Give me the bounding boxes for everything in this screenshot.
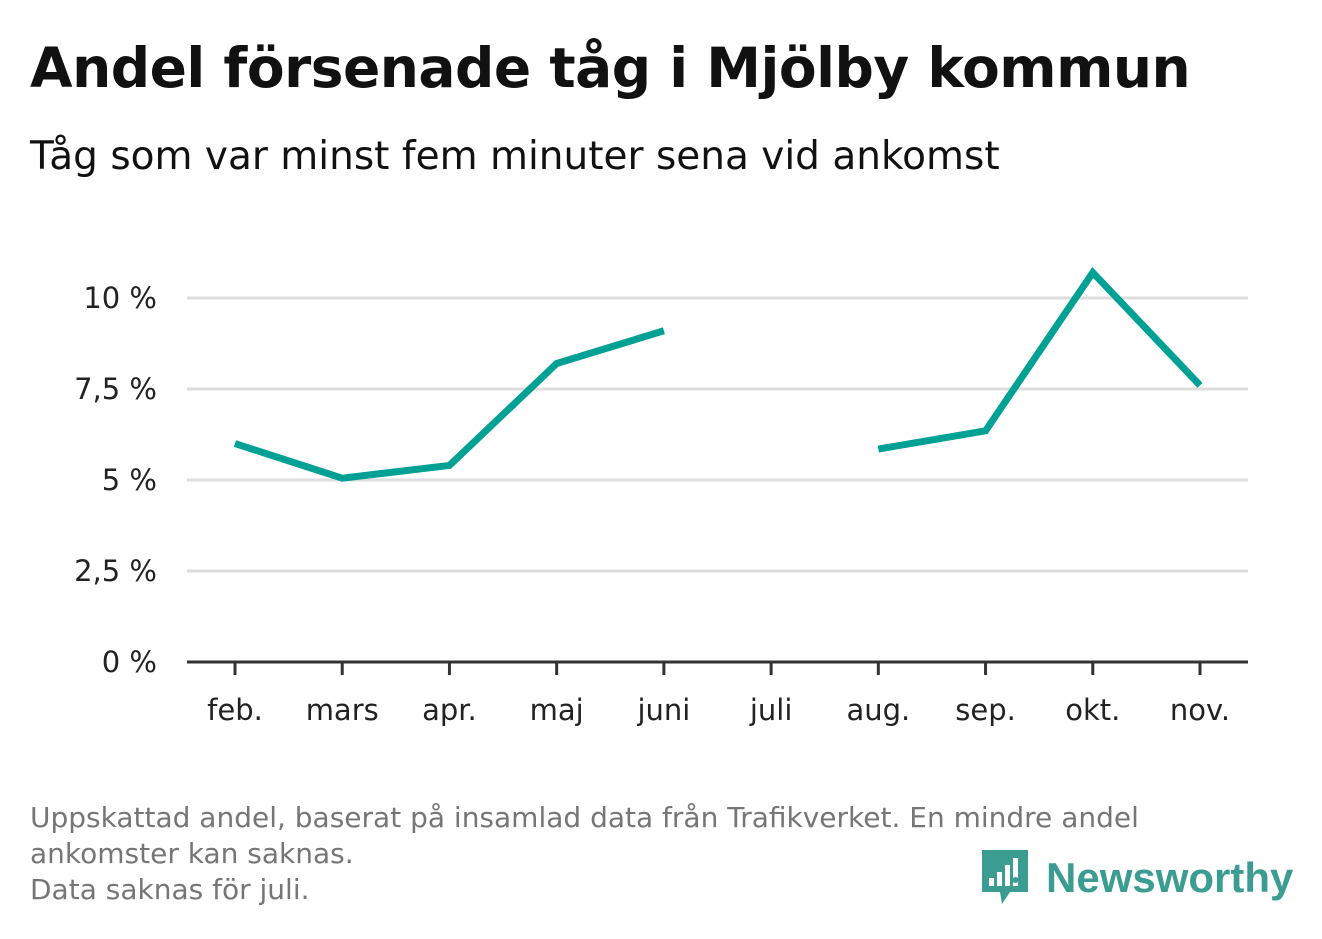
y-axis-ticks: 0 % 2,5 % 5 % 7,5 % 10 %: [74, 281, 157, 679]
footnote-line: Uppskattad andel, baserat på insamlad da…: [30, 801, 1139, 834]
line-chart: 0 % 2,5 % 5 % 7,5 % 10 % feb. mars apr. maj juni…: [74, 266, 1248, 727]
x-tick-label: nov.: [1170, 693, 1230, 727]
y-tick-label: 10 %: [83, 281, 157, 315]
footnote: Uppskattad andel, baserat på insamlad da…: [30, 800, 1290, 908]
x-axis-ticks: feb. mars apr. maj juni juli aug. sep. okt. nov.: [207, 662, 1230, 727]
x-tick-label: okt.: [1065, 693, 1120, 727]
grid-lines: [187, 296, 1248, 573]
series-line: [233, 327, 665, 482]
y-tick-label: 0 %: [102, 645, 157, 679]
x-tick-label: apr.: [422, 693, 477, 727]
series-lines: [233, 266, 1203, 482]
brand-name: Newsworthy: [1046, 854, 1294, 901]
footnote-line: Data saknas för juli.: [30, 873, 310, 906]
x-tick-label: aug.: [846, 693, 910, 727]
chart-subtitle: Tåg som var minst fem minuter sena vid a…: [30, 134, 1000, 179]
y-tick-label: 7,5 %: [74, 372, 157, 406]
x-tick-label: juli: [749, 693, 793, 727]
y-tick-label: 2,5 %: [74, 554, 157, 588]
x-tick-label: juni: [636, 693, 690, 727]
x-tick-label: mars: [306, 693, 379, 727]
x-tick-label: feb.: [207, 693, 263, 727]
x-tick-label: maj: [530, 693, 584, 727]
brand-logo: Newsworthy: [980, 848, 1293, 908]
series-line: [877, 266, 1203, 453]
footnote-line: ankomster kan saknas.: [30, 837, 354, 870]
y-tick-label: 5 %: [102, 463, 157, 497]
x-tick-label: sep.: [955, 693, 1016, 727]
chart-title: Andel försenade tåg i Mjölby kommun: [30, 36, 1191, 100]
bar-chart-speech-bubble-icon: [982, 850, 1028, 904]
